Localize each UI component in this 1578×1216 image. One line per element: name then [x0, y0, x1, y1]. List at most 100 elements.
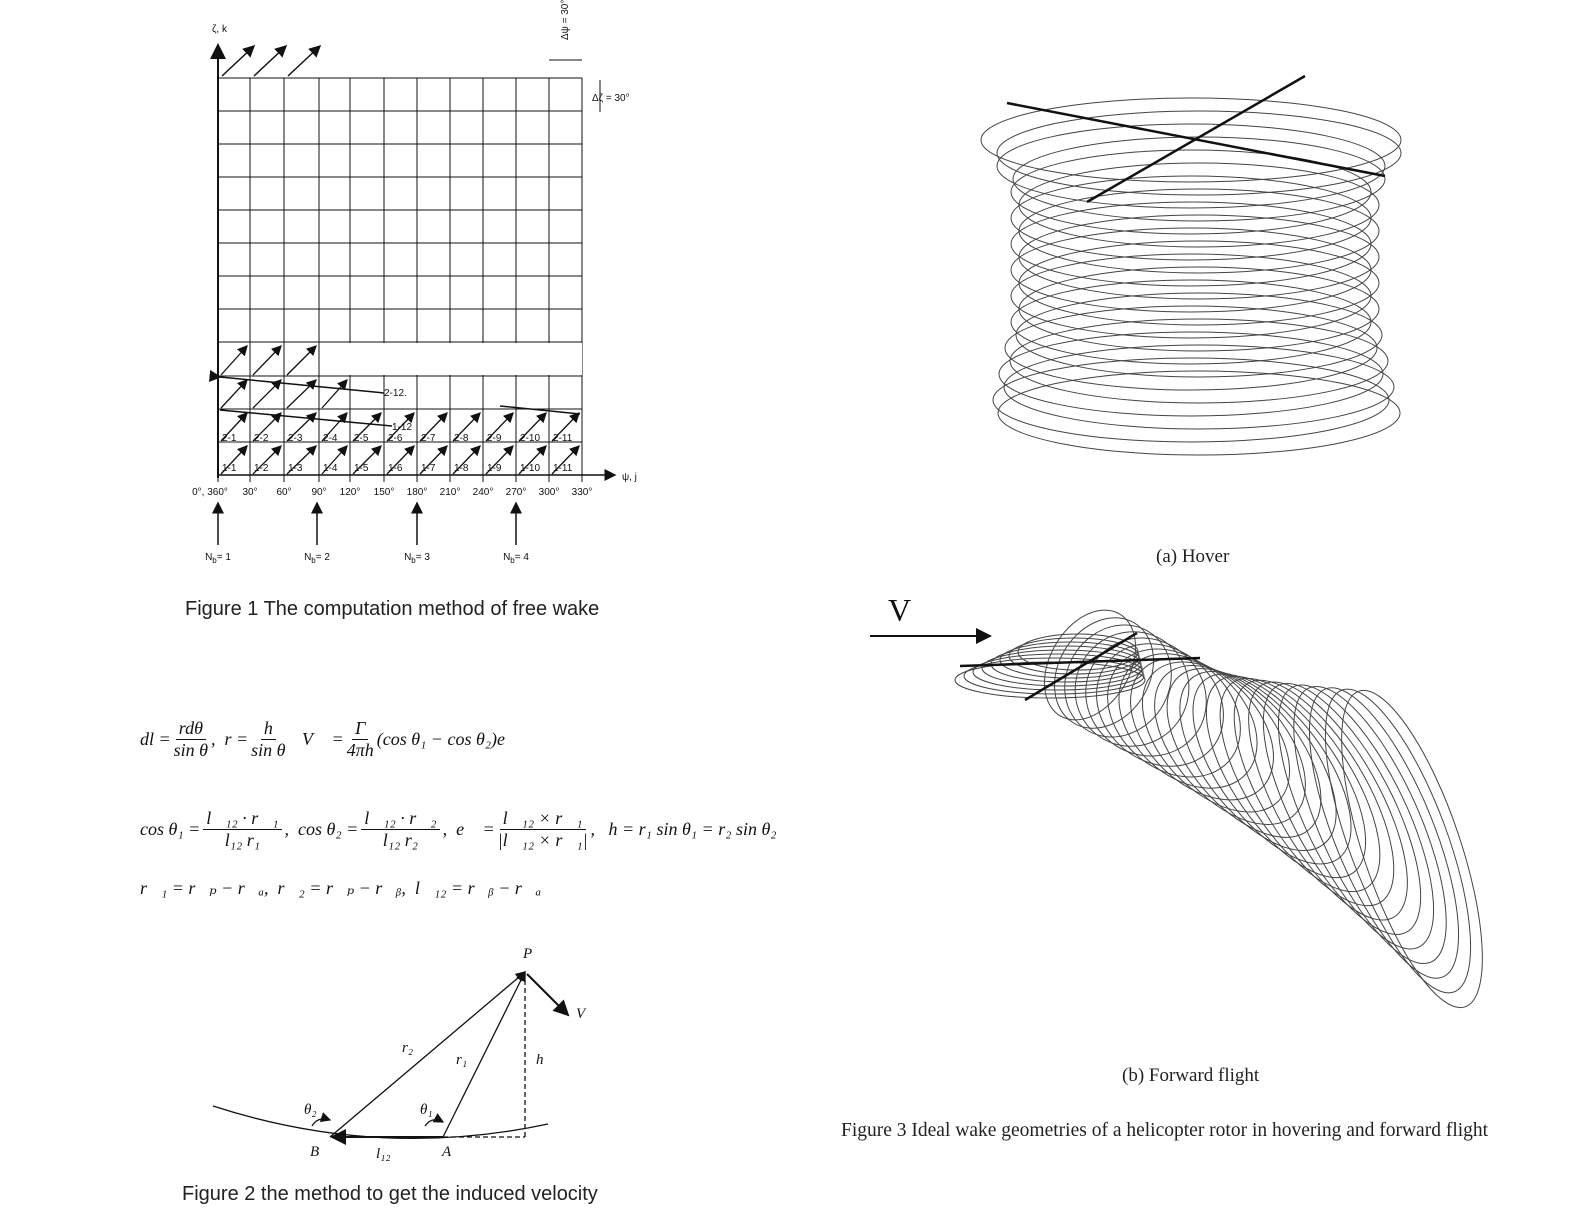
- blade: [1086, 74, 1306, 204]
- blade-symbol: N: [304, 552, 311, 563]
- blade: [959, 656, 1201, 668]
- l12-label: l₁₂: [376, 1146, 391, 1162]
- arrow: [419, 445, 448, 475]
- equation-text: , r =: [211, 729, 249, 749]
- cell-label: 1-3: [288, 463, 303, 474]
- fraction-den: |l⃗₁₂ × r⃗₁|: [497, 830, 588, 850]
- arrow: [419, 412, 448, 442]
- fraction-num: Γ: [352, 718, 369, 740]
- wake-turn: [996, 110, 1402, 196]
- arrow: [352, 445, 382, 475]
- wake-turn: [1141, 661, 1291, 813]
- arrow: [252, 379, 282, 409]
- subfigure-caption: (a) Hover: [1156, 546, 1230, 567]
- fraction: l⃗₁₂ · r⃗₁ l₁₂ r₁: [203, 808, 282, 851]
- wake-turn: [1118, 653, 1258, 789]
- wake-turn: [1010, 279, 1372, 365]
- arrow: [220, 412, 248, 442]
- x-tick-label: 330°: [572, 487, 593, 498]
- arrow: [551, 445, 580, 475]
- arrow: [286, 379, 317, 409]
- blade-subscript: b: [212, 556, 217, 565]
- wake-turn: [1166, 668, 1322, 838]
- point-a: A: [441, 1144, 452, 1160]
- wake-turn: [1324, 688, 1472, 994]
- fraction-num: h: [260, 718, 276, 740]
- equation-text: dl =: [140, 729, 171, 749]
- x-tick-label: 270°: [506, 487, 527, 498]
- r1-label: r₁: [456, 1052, 467, 1068]
- arrow: [220, 445, 248, 475]
- equation-text: , cos θ₂ =: [284, 819, 359, 839]
- wake-turn: [1017, 633, 1139, 671]
- cell-label: 2-8: [454, 433, 469, 444]
- wake-turn: [972, 653, 1144, 691]
- blade-symbol: N: [404, 552, 411, 563]
- delta-psi: Δψ = 30°: [560, 0, 571, 40]
- arrow: [253, 44, 288, 77]
- arrow: [321, 445, 348, 475]
- arrow: [252, 412, 282, 442]
- blade-symbol: N: [205, 552, 212, 563]
- velocity-label: V: [888, 592, 911, 628]
- x-tick-label: 0°, 360°: [192, 487, 228, 498]
- arrow: [252, 345, 282, 376]
- cell-label: 1-1: [222, 463, 237, 474]
- arrow: [220, 345, 248, 376]
- wake-turn: [1277, 684, 1435, 950]
- wake-turn: [1248, 681, 1408, 921]
- fraction-den: l₁₂ r₂: [382, 830, 419, 850]
- blade-value: = 2: [316, 552, 331, 563]
- blade-subscript: b: [311, 556, 316, 565]
- equation-text: (cos θ₁ − cos θ₂)e⃗: [376, 729, 520, 749]
- wake-turn: [1015, 292, 1383, 378]
- figure-caption: Figure 2 the method to get the induced v…: [182, 1183, 598, 1205]
- y-axis-label: ζ, k: [212, 24, 228, 35]
- x-tick-label: 210°: [440, 487, 461, 498]
- cell-label: 2-10: [520, 433, 540, 444]
- equation-text: V⃗ =: [288, 729, 344, 749]
- blade-label: Nb= 2: [304, 552, 330, 565]
- subfigure-caption: (b) Forward flight: [1122, 1065, 1260, 1086]
- x-tick-label: 240°: [473, 487, 494, 498]
- cell-label: 2-4: [323, 433, 338, 444]
- wake-turn: [1219, 677, 1381, 893]
- blade-label: Nb= 4: [503, 552, 529, 565]
- x-tick-label: 30°: [242, 487, 257, 498]
- arrow: [518, 445, 547, 475]
- arrow: [221, 44, 256, 77]
- velocity-label: V: [576, 1006, 587, 1022]
- fraction-den: sin θ: [251, 740, 286, 760]
- cell-label: 1-4: [323, 463, 338, 474]
- x-tick-label: 90°: [311, 487, 326, 498]
- wake-turn: [1004, 305, 1378, 391]
- arrow: [220, 379, 248, 409]
- fraction: h sin θ: [251, 718, 285, 761]
- wake-turn: [981, 649, 1143, 687]
- wake-turn: [1262, 683, 1422, 935]
- blade-label: Nb= 1: [205, 552, 231, 565]
- fraction: Γ 4πh: [347, 718, 374, 761]
- equation-text: cos θ₁ =: [140, 819, 201, 839]
- x-axis-label: ψ, j: [622, 472, 637, 483]
- cell-label: 2-11: [553, 433, 573, 444]
- x-tick-label: 150°: [374, 487, 395, 498]
- cell-label: 2-9: [487, 433, 502, 444]
- label-1-12: 1-12: [392, 422, 412, 433]
- cell-label: 1-9: [487, 463, 502, 474]
- arrow: [286, 345, 317, 376]
- arrow: [452, 412, 481, 442]
- fraction-num: l⃗₁₂ · r⃗₁: [203, 808, 282, 830]
- cell-label: 2-2: [254, 433, 269, 444]
- theta2-label: θ₂: [304, 1102, 317, 1118]
- wake-turn: [963, 657, 1145, 695]
- wake-turn: [997, 370, 1401, 456]
- cell-label: 1-8: [454, 463, 469, 474]
- fraction: l⃗₁₂ × r⃗₁ |l⃗₁₂ × r⃗₁|: [498, 808, 588, 851]
- figure-caption: Figure 1 The computation method of free …: [185, 598, 600, 620]
- figure-caption: Figure 3 Ideal wake geometries of a heli…: [841, 1120, 1489, 1141]
- cell-label: 2-3: [288, 433, 303, 444]
- wake-turn: [1009, 318, 1389, 404]
